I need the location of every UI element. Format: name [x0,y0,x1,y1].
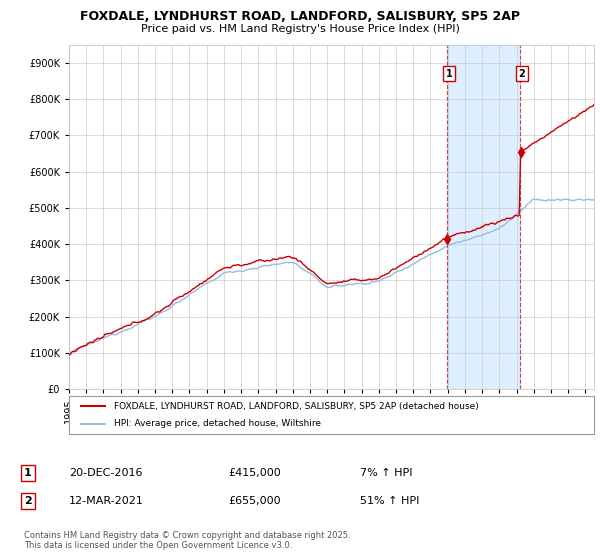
Text: 1: 1 [446,69,452,79]
Text: HPI: Average price, detached house, Wiltshire: HPI: Average price, detached house, Wilt… [113,419,320,428]
Text: 1: 1 [24,468,32,478]
Bar [447,45,520,389]
Text: 2: 2 [518,69,525,79]
Text: FOXDALE, LYNDHURST ROAD, LANDFORD, SALISBURY, SP5 2AP: FOXDALE, LYNDHURST ROAD, LANDFORD, SALIS… [80,10,520,23]
Text: 2: 2 [24,496,32,506]
Text: Price paid vs. HM Land Registry's House Price Index (HPI): Price paid vs. HM Land Registry's House … [140,24,460,34]
Text: Contains HM Land Registry data © Crown copyright and database right 2025.
This d: Contains HM Land Registry data © Crown c… [24,531,350,550]
Text: 7% ↑ HPI: 7% ↑ HPI [360,468,413,478]
Text: FOXDALE, LYNDHURST ROAD, LANDFORD, SALISBURY, SP5 2AP (detached house): FOXDALE, LYNDHURST ROAD, LANDFORD, SALIS… [113,402,478,410]
Text: £415,000: £415,000 [228,468,281,478]
Text: 51% ↑ HPI: 51% ↑ HPI [360,496,419,506]
Text: 20-DEC-2016: 20-DEC-2016 [69,468,143,478]
Text: 12-MAR-2021: 12-MAR-2021 [69,496,144,506]
Text: £655,000: £655,000 [228,496,281,506]
